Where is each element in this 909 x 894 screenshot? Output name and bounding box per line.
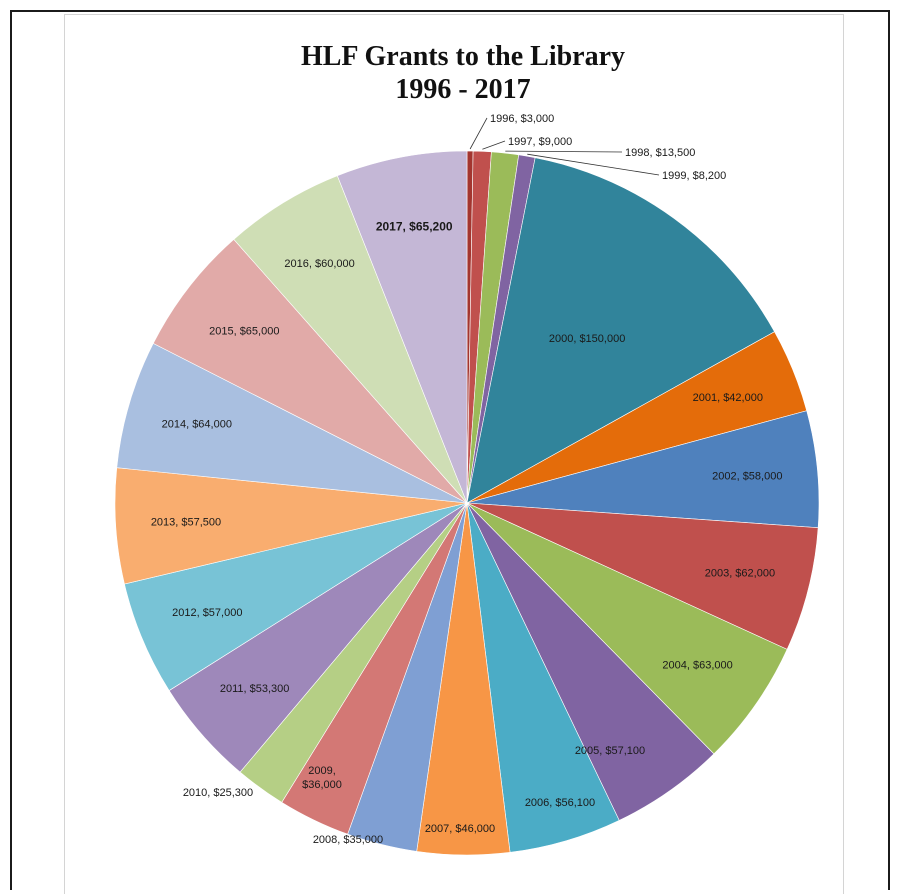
slice-label-2000: 2000, $150,000 [549, 333, 625, 345]
pie-slice-2000 [466, 157, 775, 504]
slice-label-2016: 2016, $60,000 [284, 258, 354, 270]
slice-label-2014: 2014, $64,000 [162, 419, 232, 431]
leader-lines [469, 117, 660, 176]
slice-label-2005: 2005, $57,100 [575, 745, 645, 757]
slice-labels: 1996, $3,000 1997, $9,000 1998, $13,500 199… [151, 113, 783, 846]
pie-chart: HLF Grants to the Library 1996 - 2017 19… [114, 41, 820, 856]
chart-title: HLF Grants to the Library [301, 41, 625, 72]
pie-slice-2004 [466, 502, 788, 755]
leader-line-1997 [482, 140, 506, 150]
slice-label-2007: 2007, $46,000 [425, 823, 495, 835]
slice-label-2003: 2003, $62,000 [705, 568, 775, 580]
slice-label-2015: 2015, $65,000 [209, 326, 279, 338]
slice-label-1999: 1999, $8,200 [662, 170, 726, 182]
slice-label-2009: 2009, $36,000 [302, 765, 342, 791]
slice-label-1997: 1997, $9,000 [508, 136, 572, 148]
slice-label-2002: 2002, $58,000 [712, 471, 782, 483]
chart-plot-area [64, 14, 844, 894]
slice-label-2001: 2001, $42,000 [693, 392, 763, 404]
slice-label-2011: 2011, $53,300 [220, 683, 290, 695]
leader-line-1999 [527, 153, 660, 176]
chart-subtitle: 1996 - 2017 [395, 74, 530, 105]
leader-line-1998 [505, 150, 623, 153]
slice-label-1996: 1996, $3,000 [490, 113, 554, 125]
pie-slice-2003 [466, 502, 819, 650]
pie-slices [114, 150, 820, 856]
slice-label-2017: 2017, $65,200 [376, 219, 453, 233]
slice-label-2013: 2013, $57,500 [151, 517, 221, 529]
pie-slice-2014 [116, 342, 468, 504]
slice-label-2008: 2008, $35,000 [313, 834, 383, 846]
slice-label-2004: 2004, $63,000 [662, 660, 732, 672]
slice-label-2010: 2010, $25,300 [183, 787, 253, 799]
leader-line-1996 [469, 117, 488, 150]
pie-slice-2015 [152, 238, 468, 504]
chart-frame [10, 10, 890, 890]
pie-slice-2017 [336, 150, 468, 504]
slice-label-1998: 1998, $13,500 [625, 147, 695, 159]
slice-label-2006: 2006, $56,100 [525, 797, 595, 809]
slice-label-2012: 2012, $57,000 [172, 607, 242, 619]
